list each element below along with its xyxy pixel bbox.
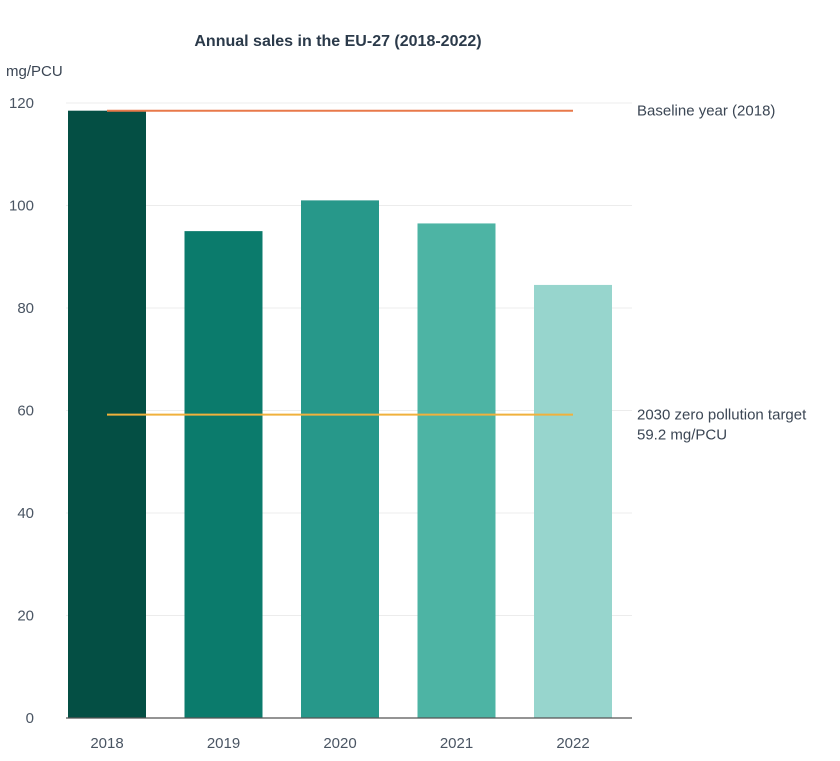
y-tick-label-100: 100	[9, 198, 34, 215]
y-tick-label-20: 20	[17, 608, 34, 625]
y-tick-label-80: 80	[17, 300, 34, 317]
axes: 0 20 40 60 80 100 120 2018 2019 2020 2021 2022	[9, 95, 632, 752]
x-tick-label-2018: 2018	[90, 735, 123, 752]
x-tick-label-2019: 2019	[207, 735, 240, 752]
reference-lines: Baseline year (2018) 2030 zero pollution …	[107, 103, 807, 444]
x-tick-label-2022: 2022	[556, 735, 589, 752]
y-tick-label-0: 0	[26, 710, 34, 727]
y-tick-label-60: 60	[17, 403, 34, 420]
bar-2021	[417, 223, 496, 718]
chart-title: Annual sales in the EU-27 (2018-2022)	[194, 33, 481, 50]
x-tick-label-2021: 2021	[440, 735, 473, 752]
bar-2019	[184, 231, 263, 718]
y-tick-label-120: 120	[9, 95, 34, 112]
y-tick-label-40: 40	[17, 505, 34, 522]
y-axis-unit-label: mg/PCU	[6, 63, 63, 80]
reference-label-0: Baseline year (2018)	[637, 103, 775, 120]
x-tick-label-2020: 2020	[323, 735, 356, 752]
bar-2020	[301, 200, 379, 718]
bars	[68, 110, 612, 718]
reference-label-1: 2030 zero pollution target 59.2 mg/PCU	[637, 407, 807, 444]
bar-2022	[534, 284, 612, 718]
